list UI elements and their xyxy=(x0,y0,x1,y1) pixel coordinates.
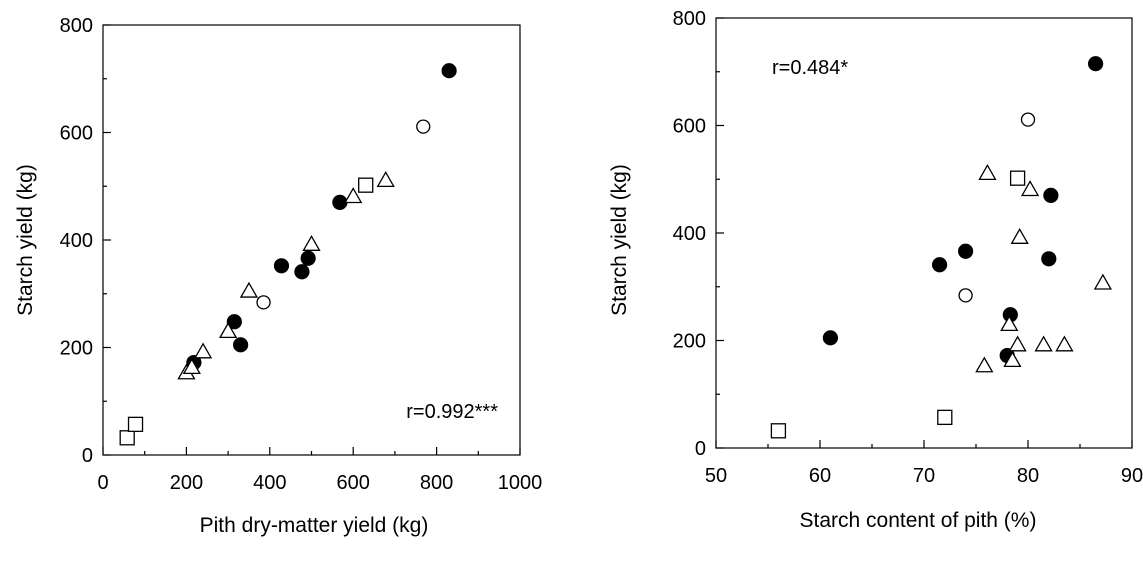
y-tick-label-right: 0 xyxy=(695,438,706,460)
point-open-triangle xyxy=(1000,315,1019,332)
y-tick-label-left: 200 xyxy=(60,338,93,360)
point-filled-circle xyxy=(1087,56,1104,72)
annotation-right: r=0.484* xyxy=(772,57,848,79)
x-tick-label-left: 0 xyxy=(97,472,108,494)
point-open-triangle xyxy=(239,281,259,298)
y-tick-label-left: 800 xyxy=(60,15,93,37)
point-open-circle xyxy=(416,119,431,134)
point-open-circle xyxy=(958,288,973,303)
point-filled-circle xyxy=(294,264,310,280)
point-filled-circle xyxy=(273,258,290,274)
point-open-triangle xyxy=(1010,227,1029,244)
panel-right: Starch content of pith (%) Starch yield … xyxy=(608,8,1143,532)
point-filled-circle xyxy=(1041,251,1057,267)
point-open-triangle xyxy=(1003,351,1022,368)
y-tick-label-right: 600 xyxy=(673,116,706,138)
point-open-triangle xyxy=(1034,335,1053,352)
y-tick-label-left: 0 xyxy=(82,445,93,467)
x-tick-label-left: 600 xyxy=(337,472,370,494)
y-tick-label-left: 600 xyxy=(60,123,93,145)
point-open-square xyxy=(119,430,135,446)
point-filled-circle xyxy=(233,337,249,353)
point-filled-circle xyxy=(931,257,948,273)
x-axis-label-left: Pith dry-matter yield (kg) xyxy=(200,514,429,537)
point-open-triangle xyxy=(182,358,201,375)
point-open-triangle xyxy=(1055,335,1074,352)
y-axis-label-right: Starch yield (kg) xyxy=(608,164,631,316)
point-filled-circle xyxy=(300,250,316,266)
point-open-circle xyxy=(1020,112,1036,127)
point-open-triangle xyxy=(1093,273,1113,290)
point-open-triangle xyxy=(344,187,363,204)
point-open-triangle xyxy=(978,164,997,180)
point-open-square xyxy=(770,423,787,439)
point-open-square xyxy=(358,177,374,193)
x-tick-label-right: 60 xyxy=(809,465,831,487)
y-tick-label-right: 400 xyxy=(673,223,706,245)
plot-frame-right xyxy=(715,17,1133,449)
point-open-triangle xyxy=(975,356,994,373)
point-filled-circle xyxy=(1043,187,1059,203)
x-tick-label-right: 50 xyxy=(705,465,727,487)
point-open-square xyxy=(127,416,144,433)
x-axis-label-right: Starch content of pith (%) xyxy=(800,509,1037,532)
panel-left: Pith dry-matter yield (kg) Starch yield … xyxy=(14,15,542,537)
point-open-circle xyxy=(256,295,271,310)
point-filled-circle xyxy=(441,63,457,79)
marks-right: 50 60 70 80 90 0 200 400 600 800 xyxy=(673,8,1143,487)
annotation-left: r=0.992*** xyxy=(406,401,498,423)
x-tick-label-left: 800 xyxy=(420,472,453,494)
x-tick-label-left: 1000 xyxy=(498,472,543,494)
point-filled-circle xyxy=(957,243,974,259)
point-filled-circle xyxy=(822,330,839,346)
y-axis-label-left: Starch yield (kg) xyxy=(14,164,37,316)
point-filled-circle xyxy=(226,314,242,330)
y-tick-label-right: 200 xyxy=(673,331,706,353)
y-tick-label-left: 400 xyxy=(60,230,93,252)
point-open-square xyxy=(1009,170,1026,186)
point-open-triangle xyxy=(1020,180,1040,197)
point-open-triangle xyxy=(193,342,213,359)
point-open-triangle xyxy=(1008,335,1027,352)
x-tick-label-right: 90 xyxy=(1121,465,1143,487)
marks-left: 0 200 400 600 800 1000 0 200 400 600 800 xyxy=(60,15,543,494)
point-open-triangle xyxy=(376,171,395,187)
point-open-triangle xyxy=(302,234,321,251)
point-open-square xyxy=(937,409,953,426)
x-tick-label-right: 80 xyxy=(1017,465,1039,487)
x-tick-label-left: 400 xyxy=(253,472,286,494)
y-tick-label-right: 800 xyxy=(673,8,706,30)
x-tick-label-right: 70 xyxy=(913,465,935,487)
point-open-triangle xyxy=(218,322,238,339)
x-tick-label-left: 200 xyxy=(170,472,203,494)
